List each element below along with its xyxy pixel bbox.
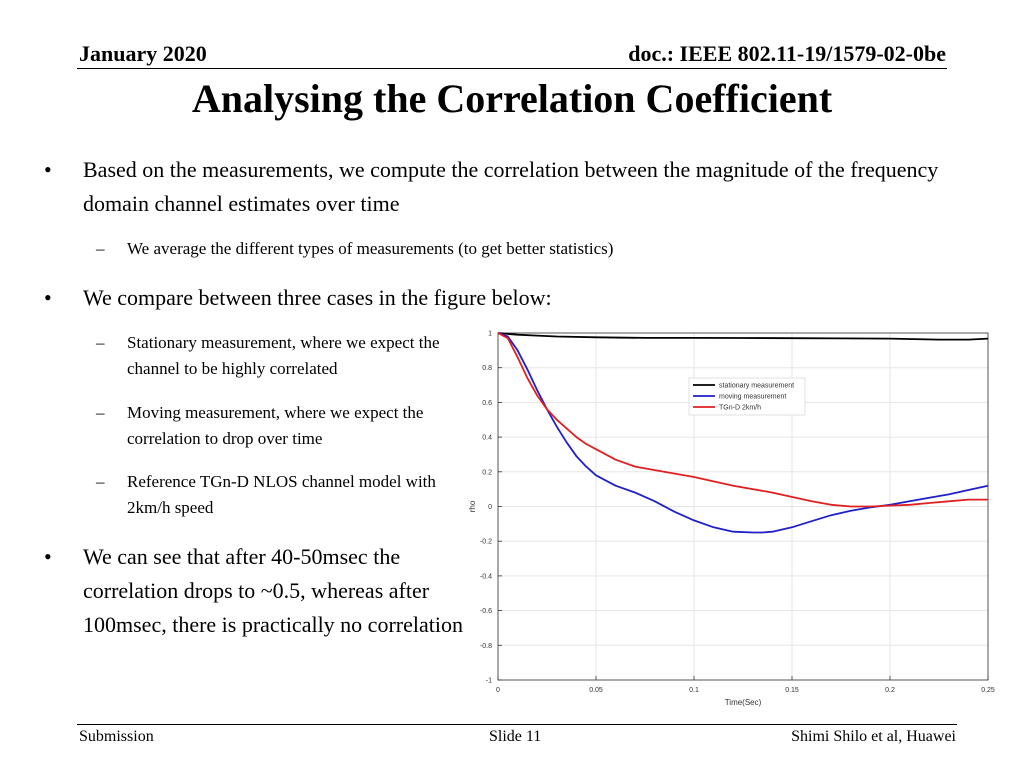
series-line xyxy=(497,332,988,508)
bullet-text: We compare between three cases in the fi… xyxy=(83,285,552,310)
x-axis-label: Time(Sec) xyxy=(725,698,762,707)
x-tick-label: 0.25 xyxy=(981,687,995,694)
x-tick-label: 0 xyxy=(496,687,500,694)
bullet-compare: • We compare between three cases in the … xyxy=(44,283,783,313)
legend-label: stationary measurement xyxy=(719,383,794,390)
dash-marker: – xyxy=(96,333,105,352)
bullet-text: Based on the measurements, we compute th… xyxy=(83,157,939,216)
sub-bullet-text: Moving measurement, where we expect the … xyxy=(127,403,424,448)
y-tick-label: -0.8 xyxy=(480,643,492,650)
y-tick-label: 0.6 xyxy=(482,400,492,407)
header-date: January 2020 xyxy=(79,41,207,66)
bullet-text: We can see that after 40-50msec the corr… xyxy=(83,544,463,637)
y-tick-label: -1 xyxy=(486,678,492,685)
y-axis-label: rho xyxy=(468,500,477,512)
footer-author: Shimi Shilo et al, Huawei xyxy=(791,728,956,745)
sub-bullet-text: Reference TGn-D NLOS channel model with … xyxy=(127,472,436,517)
sub-bullet-average: – We average the different types of meas… xyxy=(96,238,827,260)
dash-marker: – xyxy=(96,239,105,258)
y-tick-label: -0.2 xyxy=(480,539,492,546)
correlation-chart: 0 0.05 0.1 0.15 0.2 0.25 1 0.8 0.6 0.4 0.2 0 -0.2 -0.… xyxy=(468,331,995,708)
bullet-marker: • xyxy=(44,544,52,569)
bullet-conclusion: • We can see that after 40-50msec the co… xyxy=(44,540,473,642)
header-divider xyxy=(77,68,947,69)
footer-submission: Submission xyxy=(79,728,154,745)
header-doc-id: doc.: IEEE 802.11-19/1579-02-0be xyxy=(628,41,946,66)
dash-marker: – xyxy=(96,472,105,491)
x-tick-label: 0.15 xyxy=(785,687,799,694)
sub-bullet-text: We average the different types of measur… xyxy=(127,239,614,258)
sub-bullet-moving: – Moving measurement, where we expect th… xyxy=(96,400,472,452)
y-tick-label: 0 xyxy=(488,504,492,511)
sub-bullet-stationary: – Stationary measurement, where we expec… xyxy=(96,330,472,382)
y-tick-label: 0.8 xyxy=(482,365,492,372)
bullet-marker: • xyxy=(44,285,52,310)
y-tick-label: 0.4 xyxy=(482,435,492,442)
bullet-marker: • xyxy=(44,157,52,182)
x-tick-label: 0.05 xyxy=(589,687,603,694)
footer-slide-number: Slide 11 xyxy=(489,728,542,745)
series-line xyxy=(497,332,989,341)
y-tick-label: -0.6 xyxy=(480,608,492,615)
x-tick-label: 0.2 xyxy=(885,687,895,694)
footer-divider xyxy=(77,724,957,725)
legend-label: TGn-D 2km/h xyxy=(719,405,761,412)
sub-bullet-reference: – Reference TGn-D NLOS channel model wit… xyxy=(96,469,472,521)
bullet-measurements: • Based on the measurements, we compute … xyxy=(44,153,988,221)
legend-label: moving measurement xyxy=(719,394,786,401)
dash-marker: – xyxy=(96,403,105,422)
slide-title: Analysing the Correlation Coefficient xyxy=(191,76,833,121)
sub-bullet-text: Stationary measurement, where we expect … xyxy=(127,333,440,378)
y-tick-label: 1 xyxy=(488,331,492,338)
y-tick-label: 0.2 xyxy=(482,469,492,476)
y-tick-label: -0.4 xyxy=(480,573,492,580)
x-tick-label: 0.1 xyxy=(689,687,699,694)
